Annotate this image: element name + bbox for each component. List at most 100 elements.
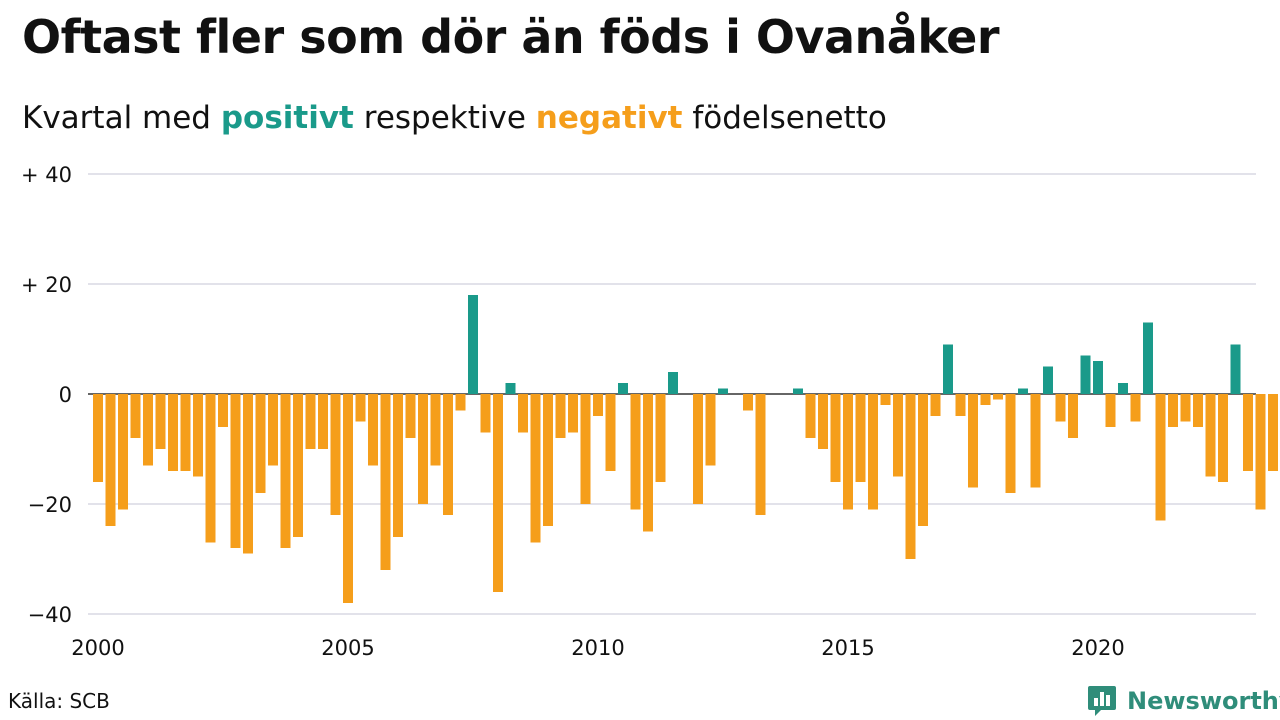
bar: [505, 383, 516, 394]
bar: [980, 394, 991, 405]
bar: [93, 394, 103, 482]
bar: [1093, 361, 1103, 394]
bar: [993, 394, 1003, 400]
logo-wordmark: Newsworthy: [1127, 687, 1280, 715]
x-tick-label: 2005: [321, 636, 374, 660]
bar: [718, 388, 728, 394]
bar: [180, 394, 191, 471]
bar: [243, 394, 253, 554]
bar: [380, 394, 391, 570]
subtitle-positive-label: positivt: [220, 100, 354, 136]
y-tick-label: −40: [28, 603, 72, 627]
bar: [293, 394, 303, 537]
bar: [968, 394, 978, 488]
bar: [230, 394, 241, 548]
bar: [480, 394, 491, 433]
bar: [543, 394, 553, 526]
bar: [305, 394, 316, 449]
bar: [568, 394, 578, 433]
bar: [705, 394, 716, 466]
bar: [955, 394, 966, 416]
newsworthy-logo: Newsworthy: [1087, 684, 1280, 718]
y-tick-label: + 40: [21, 163, 72, 187]
bar: [268, 394, 278, 466]
bar: [793, 388, 803, 394]
bar: [393, 394, 403, 537]
bar: [1043, 366, 1053, 394]
bar: [930, 394, 941, 416]
bar: [1255, 394, 1266, 510]
y-tick-label: + 20: [21, 273, 72, 297]
bar: [280, 394, 291, 548]
bar: [855, 394, 866, 482]
chart-subtitle: Kvartal med positivt respektive negativt…: [22, 100, 887, 137]
bar: [405, 394, 416, 438]
bar: [1118, 383, 1128, 394]
y-tick-label: 0: [59, 383, 72, 407]
bar: [193, 394, 203, 477]
bar: [1080, 355, 1091, 394]
bar: [330, 394, 341, 515]
bar: [918, 394, 928, 526]
bar: [143, 394, 153, 466]
chart-title: Oftast fler som dör än föds i Ovanåker: [22, 10, 1000, 64]
bar: [168, 394, 178, 471]
bar: [1005, 394, 1016, 493]
bar: [218, 394, 228, 427]
bar: [805, 394, 816, 438]
bar: [468, 295, 478, 394]
bar: [1030, 394, 1041, 488]
bar: [343, 394, 353, 603]
subtitle-middle: respektive: [363, 100, 526, 136]
bar: [1193, 394, 1203, 427]
x-tick-label: 2015: [821, 636, 874, 660]
bar: [605, 394, 616, 471]
x-tick-label: 2020: [1071, 636, 1124, 660]
bar: [355, 394, 366, 422]
bar: [1130, 394, 1141, 422]
bar: [205, 394, 216, 543]
bar: [668, 372, 678, 394]
bar: [368, 394, 378, 466]
bar: [905, 394, 916, 559]
bar: [893, 394, 903, 477]
bar: [1018, 388, 1028, 394]
bar: [1105, 394, 1116, 427]
bar: [868, 394, 878, 510]
bar: [818, 394, 828, 449]
bar: [643, 394, 653, 532]
bar: [255, 394, 266, 493]
bar: [830, 394, 841, 482]
bar: [593, 394, 603, 416]
bar: [755, 394, 766, 515]
bar: [1268, 394, 1278, 471]
bar: [1055, 394, 1066, 422]
subtitle-prefix: Kvartal med: [22, 100, 211, 136]
bar: [580, 394, 591, 504]
x-tick-label: 2010: [571, 636, 624, 660]
bar: [530, 394, 541, 543]
bar: [743, 394, 753, 411]
bar: [1068, 394, 1078, 438]
bar-chart-speech-icon: [1088, 686, 1116, 716]
subtitle-negative-label: negativt: [535, 100, 683, 136]
bar: [1143, 322, 1153, 394]
bar: [880, 394, 891, 405]
bar: [455, 394, 466, 411]
bar: [418, 394, 428, 504]
bar: [518, 394, 528, 433]
bar: [118, 394, 128, 510]
bar: [555, 394, 566, 438]
bar: [430, 394, 441, 466]
bar: [105, 394, 116, 526]
bar: [1243, 394, 1253, 471]
bar: [843, 394, 853, 510]
bar: [943, 344, 953, 394]
bar: [130, 394, 141, 438]
bar: [1168, 394, 1178, 427]
bar: [493, 394, 503, 592]
bar: [630, 394, 641, 510]
bar: [618, 383, 628, 394]
bar: [1218, 394, 1228, 482]
bar: [1180, 394, 1191, 422]
